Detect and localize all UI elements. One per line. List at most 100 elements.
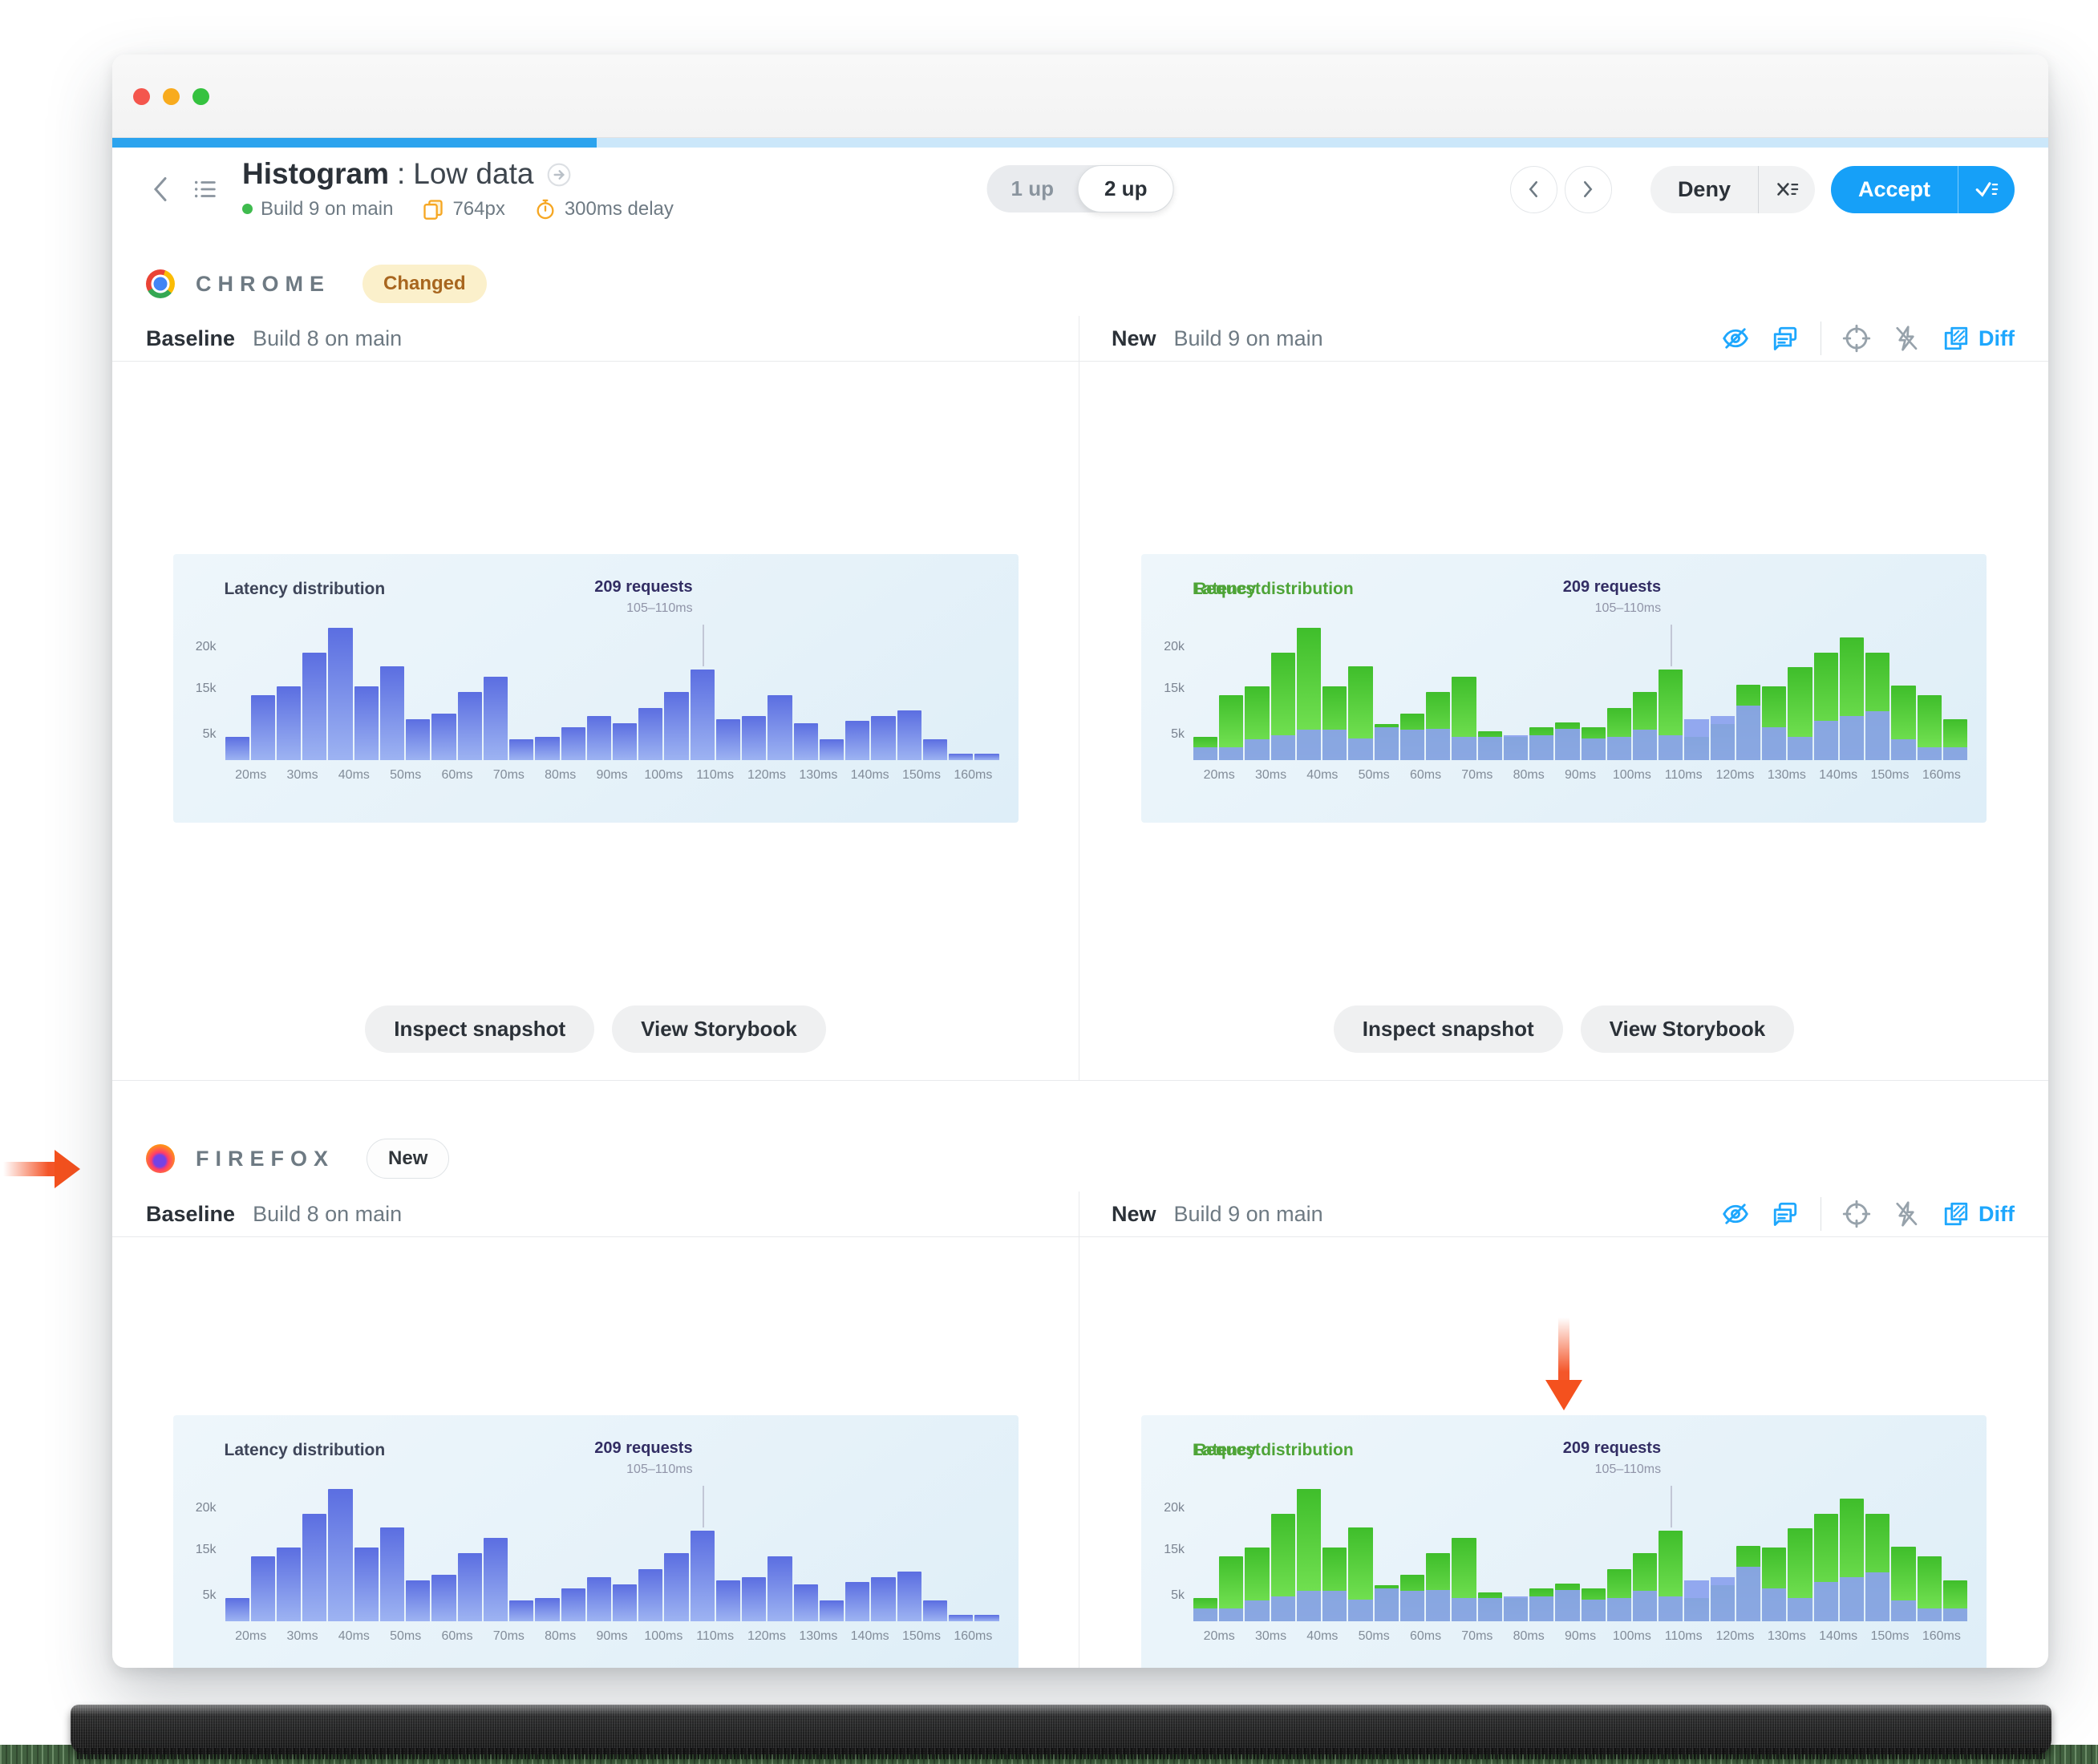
x-axis-label: 100ms [1612,1629,1651,1643]
hide-baseline-icon[interactable] [1721,324,1750,353]
new-label: New [1112,326,1156,350]
baseline-ghost-bar [1659,735,1683,760]
diff-icon[interactable] [1942,1200,1970,1228]
y-axis-label: 15k [195,1543,217,1556]
x-axis-label: 50ms [390,1629,422,1643]
y-axis-label: 20k [1164,640,1185,653]
deny-button[interactable]: Deny [1677,176,1731,201]
histogram-bar [819,1600,844,1621]
baseline-ghost-bar [1477,1597,1502,1621]
close-window-button[interactable] [133,88,150,105]
story-list-icon[interactable] [191,175,220,204]
histogram-bar [406,1580,431,1621]
disable-interactions-icon[interactable] [1892,1200,1921,1228]
baseline-ghost-bar [1322,730,1347,760]
toggle-2up[interactable]: 2 up [1078,165,1174,212]
y-axis-label: 15k [1164,682,1185,695]
histogram-bin [1426,1485,1451,1621]
histogram-bar [974,753,999,760]
x-axis-label: 60ms [1409,768,1442,782]
comments-icon[interactable] [1771,1200,1800,1228]
status-badge-new: New [367,1139,450,1179]
baseline-build: Build 8 on main [253,1201,403,1226]
x-axis-label: 160ms [1922,1629,1961,1643]
next-change-button[interactable] [1564,165,1612,213]
baseline-ghost-bar [1839,716,1865,760]
go-to-story-icon[interactable] [546,162,572,188]
browser-name-chrome: CHROME [196,271,330,296]
x-axis-label: 130ms [799,1629,838,1643]
histogram-bin [974,1485,999,1621]
histogram-bin [1555,1485,1580,1621]
toggle-1up[interactable]: 1 up [1011,176,1054,200]
histogram-bin [250,1485,275,1621]
histogram-bar [793,1584,818,1621]
minimize-window-button[interactable] [163,88,180,105]
baseline-label: Baseline [146,1201,236,1226]
histogram-bin [1193,1485,1218,1621]
diff-toggle-label[interactable]: Diff [1979,326,2015,350]
focus-crosshair-icon[interactable] [1842,324,1871,353]
histogram-bar [354,686,379,760]
histogram-bin [1891,1485,1916,1621]
y-axis-label: 5k [1171,1588,1185,1602]
x-axis-label: 20ms [1203,1629,1235,1643]
histogram-bin [613,1485,638,1621]
baseline-ghost-bar [1426,729,1451,760]
histogram-bin [638,624,663,760]
histogram-bar [949,1614,974,1621]
histogram-bar [276,1548,302,1621]
histogram-bin [1632,624,1658,760]
histogram-bar [922,1600,948,1621]
histogram-bin [1348,624,1373,760]
histogram-bin [406,1485,431,1621]
histogram-bin [1477,1485,1502,1621]
view-storybook-button[interactable]: View Storybook [612,1005,826,1053]
histogram-bin [1659,624,1683,760]
histogram-bar [664,691,689,760]
histogram-bin [949,1485,974,1621]
histogram-bar [974,1614,999,1621]
histogram-bin [871,1485,896,1621]
y-axis-label: 5k [202,727,217,741]
histogram-bin [225,1485,249,1621]
zoom-window-button[interactable] [192,88,209,105]
back-chevron-icon[interactable] [146,175,175,204]
accept-button[interactable]: Accept [1857,176,1930,201]
previous-change-button[interactable] [1509,165,1557,213]
inspect-snapshot-button[interactable]: Inspect snapshot [365,1005,595,1053]
chart-title: Latency Request distribution [1193,1441,1354,1459]
histogram-bin [819,1485,844,1621]
batch-accept-icon[interactable] [1958,165,2015,213]
x-axis-label: 80ms [1513,1629,1545,1643]
comments-icon[interactable] [1771,324,1800,353]
histogram-bin [1659,1485,1683,1621]
x-axis-label: 130ms [799,768,838,782]
histogram-bar [897,1571,921,1621]
histogram-bar [509,1600,534,1621]
histogram-bin [1736,624,1761,760]
histogram-bar [302,653,327,760]
new-snapshot-chrome: Latency Request distribution 5k 15k 20k 20ms 3… [1079,362,2048,1080]
torn-edge-speckle [77,1748,2045,1759]
x-axis-label: 150ms [1870,1629,1910,1643]
histogram-bin [483,1485,508,1621]
diff-toggle-label[interactable]: Diff [1979,1201,2015,1226]
histogram-bar [302,1514,327,1621]
inspect-snapshot-button[interactable]: Inspect snapshot [1333,1005,1563,1053]
baseline-ghost-bar [1477,736,1502,760]
view-storybook-button[interactable]: View Storybook [1580,1005,1795,1053]
batch-deny-icon[interactable] [1757,165,1815,213]
disable-interactions-icon[interactable] [1892,324,1921,353]
x-axis-label: 100ms [1612,768,1651,782]
histogram-bar [613,1584,638,1621]
annotation-value: 209 requests [594,578,693,596]
histogram-bar [354,1548,379,1621]
diff-icon[interactable] [1942,324,1970,353]
baseline-ghost-bar [1632,1591,1658,1621]
histogram-bin [1219,1485,1244,1621]
hide-baseline-icon[interactable] [1721,1200,1750,1228]
focus-crosshair-icon[interactable] [1842,1200,1871,1228]
histogram-bar [431,1574,456,1621]
histogram-bin [1917,624,1942,760]
